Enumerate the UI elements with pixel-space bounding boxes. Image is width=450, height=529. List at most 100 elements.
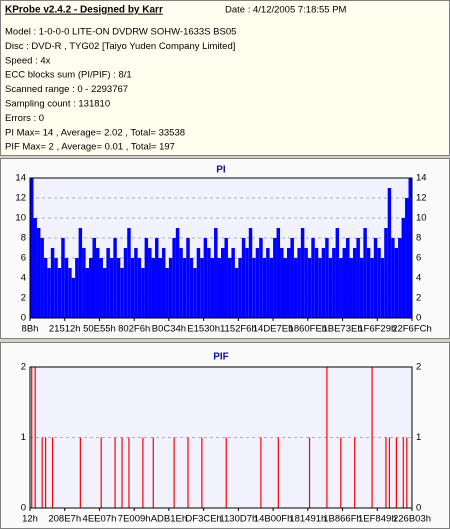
bar (280, 248, 284, 318)
bar (130, 258, 135, 318)
bar (276, 228, 281, 318)
y2-tick-label: 4 (416, 273, 421, 284)
y2-tick-label: 12 (416, 193, 427, 204)
bar (92, 238, 96, 318)
bar (68, 268, 72, 318)
x-tick-label: 208E7h (48, 514, 81, 525)
x-tick-label: 22F6FCh (392, 324, 432, 335)
bar (79, 437, 81, 508)
bar (51, 437, 54, 508)
bar (354, 437, 356, 508)
x-tick-label: B0C34h (152, 324, 186, 335)
bar (57, 268, 62, 318)
bar (377, 248, 381, 318)
app-title: KProbe v2.4.2 - Designed by Karr (5, 5, 163, 16)
bar (182, 258, 187, 318)
bar (318, 258, 322, 318)
bar (326, 367, 328, 508)
y-tick-label: 1 (21, 432, 26, 443)
bar (269, 258, 274, 318)
bar (332, 248, 336, 318)
bar (152, 437, 154, 508)
x-tick-label: 8Bh (22, 324, 39, 335)
x-tick-label: 1860FEh (289, 324, 328, 335)
bar (283, 258, 287, 318)
x-tick-label: 226B03h (393, 514, 431, 525)
y2-tick-label: 10 (416, 213, 427, 224)
y-tick-label: 8 (21, 233, 26, 244)
bar (128, 437, 130, 508)
y-tick-label: 0 (21, 313, 26, 324)
bar (335, 228, 340, 318)
x-tick-label: 14B00Fh (254, 514, 293, 525)
plot-frame (29, 177, 413, 319)
info-line: Scanned range : 0 - 2293767 (5, 84, 128, 95)
y-tick-label: 2 (21, 362, 26, 373)
bar (109, 258, 114, 318)
bar (127, 228, 131, 318)
bar (31, 367, 33, 508)
x-tick-label: 1152F6h (220, 324, 257, 335)
bar (398, 238, 402, 318)
x-tick-label: 1130D7h (219, 514, 257, 525)
y2-tick-label: 2 (416, 293, 421, 304)
bar (340, 437, 342, 508)
bar (356, 238, 360, 318)
bar (371, 367, 373, 508)
y-tick-label: 4 (21, 273, 26, 284)
bar (173, 437, 175, 508)
bar (120, 268, 124, 318)
bar (47, 268, 51, 318)
bar (64, 258, 69, 318)
bar (405, 198, 409, 318)
bar (290, 238, 294, 318)
bar (175, 228, 180, 318)
y2-tick-label: 8 (416, 233, 421, 244)
bar (151, 258, 156, 318)
bar (144, 238, 149, 318)
bar (245, 248, 249, 318)
bar (346, 238, 350, 318)
bar (297, 248, 301, 318)
y2-tick-label: 0 (416, 313, 421, 324)
bar (158, 258, 162, 318)
y-tick-label: 2 (21, 293, 26, 304)
bar (259, 238, 263, 318)
bar (339, 258, 343, 318)
bar (241, 238, 246, 318)
bar (373, 238, 378, 318)
bar (342, 248, 347, 318)
bar (384, 228, 388, 318)
bar (231, 248, 235, 318)
y2-tick-label: 6 (416, 253, 421, 264)
bar (85, 268, 90, 318)
bar (30, 178, 34, 318)
bar (224, 238, 228, 318)
bar (210, 258, 215, 318)
bar (45, 437, 47, 508)
bar (328, 258, 333, 318)
bar (363, 228, 367, 318)
info-line: Disc : DVD-R , TYG02 [Taiyo Yuden Compan… (5, 41, 235, 52)
bar (391, 238, 395, 318)
bar (366, 248, 371, 318)
info-line: Speed : 4x (5, 55, 51, 66)
bar (314, 248, 319, 318)
bar (308, 437, 311, 508)
info-line: Model : 1-0-0-0 LITE-ON DVDRW SOHW-1633S… (5, 27, 236, 38)
bar (293, 258, 298, 318)
bar (40, 238, 44, 318)
x-tick-label: 7E009h (118, 514, 151, 525)
bar (273, 238, 277, 318)
bar (380, 258, 385, 318)
bar (33, 218, 37, 318)
bar (106, 248, 110, 318)
y2-tick-label: 2 (416, 362, 421, 373)
x-tick-label: 4EE07h (83, 514, 117, 525)
y2-tick-label: 1 (416, 432, 421, 443)
bar (387, 188, 392, 318)
y-tick-label: 0 (21, 503, 26, 514)
y-tick-label: 10 (15, 213, 26, 224)
bar (359, 258, 364, 318)
